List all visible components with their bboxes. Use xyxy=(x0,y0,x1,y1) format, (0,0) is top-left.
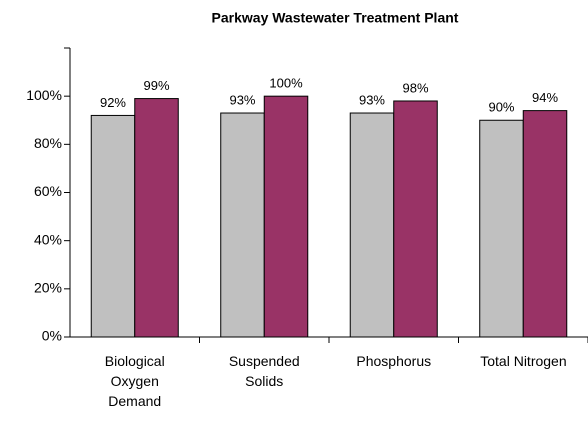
bar xyxy=(522,110,568,338)
y-tick-label: 80% xyxy=(34,135,62,151)
x-tick-label: Suspended Solids xyxy=(228,353,300,389)
y-tick-label: 0% xyxy=(42,328,62,344)
bar xyxy=(134,98,179,338)
value-label: 98% xyxy=(402,80,428,95)
y-tick-label: 100% xyxy=(26,87,62,103)
value-label: 90% xyxy=(488,100,514,115)
bar xyxy=(479,119,524,338)
bar xyxy=(220,112,265,338)
x-tick-label: Phosphorus xyxy=(356,353,432,369)
bar xyxy=(393,100,438,338)
value-label: 94% xyxy=(532,90,558,105)
y-tick-label: 20% xyxy=(34,280,62,296)
value-label: 99% xyxy=(143,78,169,93)
x-tick-label: Biological Oxygen Demand xyxy=(104,353,165,409)
bar xyxy=(263,95,309,338)
x-tick-label: Total Nitrogen xyxy=(480,353,567,369)
bar xyxy=(349,112,395,338)
bar xyxy=(90,114,136,338)
y-tick-label: 60% xyxy=(34,183,62,199)
value-label: 100% xyxy=(269,76,303,91)
value-label: 92% xyxy=(100,95,126,110)
chart-title: Parkway Wastewater Treatment Plant xyxy=(212,10,459,26)
value-label: 93% xyxy=(229,92,255,107)
value-label: 93% xyxy=(359,92,385,107)
y-tick-label: 40% xyxy=(34,231,62,247)
